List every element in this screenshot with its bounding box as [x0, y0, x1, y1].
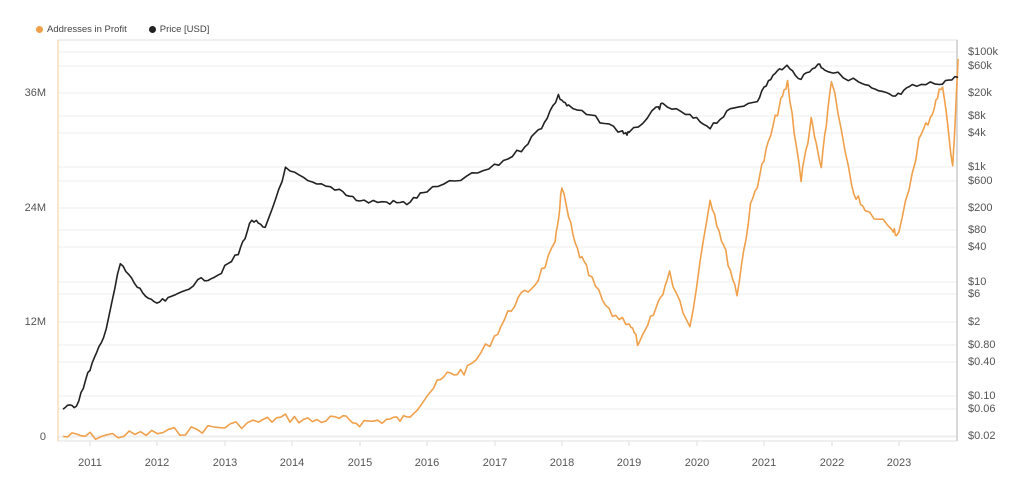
right-axis-label: $0.10 [968, 390, 996, 402]
legend-item-addresses-in-profit[interactable]: Addresses in Profit [36, 24, 127, 35]
right-axis-label: $2 [968, 316, 981, 328]
series-price-usd [62, 63, 959, 410]
x-axis-label: 2012 [144, 457, 170, 469]
x-axis-label: 2021 [751, 457, 777, 469]
left-axis-label: 36M [24, 87, 46, 99]
left-axis-label: 24M [24, 202, 46, 214]
right-axis-label: $1k [968, 161, 986, 173]
right-axis-label: $40 [968, 241, 987, 253]
x-axis-label: 2019 [616, 457, 642, 469]
legend-label: Addresses in Profit [47, 24, 127, 35]
right-axis-label: $80 [968, 224, 987, 236]
x-axis-label: 2011 [78, 457, 102, 469]
right-axis-label: $20k [968, 87, 992, 99]
x-axis-label: 2023 [886, 457, 912, 469]
right-axis-label: $600 [968, 175, 993, 187]
right-axis-label: $6 [968, 288, 981, 300]
left-axis-label: 0 [39, 431, 46, 443]
series-addresses-in-profit [62, 58, 959, 441]
right-axis-label: $100k [968, 46, 998, 58]
right-axis-label: $4k [968, 127, 986, 139]
right-axis-label: $0.06 [968, 403, 996, 415]
x-axis-label: 2017 [482, 457, 508, 469]
right-axis-label: $60k [968, 60, 992, 72]
x-axis-ticks [89, 441, 900, 446]
right-axis-label: $0.02 [968, 430, 996, 442]
right-axis-label: $8k [968, 110, 986, 122]
chart-legend: Addresses in Profit Price [USD] [36, 24, 209, 35]
right-axis-label: $10 [968, 276, 987, 288]
x-axis-label: 2020 [684, 457, 710, 469]
x-axis-label: 2015 [347, 457, 373, 469]
x-axis-label: 2018 [549, 457, 575, 469]
left-axis-label: 12M [24, 316, 46, 328]
right-axis-label: $200 [968, 202, 993, 214]
gridlines [58, 51, 957, 438]
x-axis-label: 2013 [212, 457, 238, 469]
right-axis-label: $0.40 [968, 356, 996, 368]
plot-border [57, 39, 958, 442]
orange-dot-icon [36, 26, 43, 33]
right-axis-label: $0.80 [968, 339, 996, 351]
legend-item-price-usd[interactable]: Price [USD] [148, 24, 210, 35]
x-axis-label: 2016 [414, 457, 440, 469]
legend-label: Price [USD] [159, 24, 210, 35]
x-axis-label: 2014 [279, 457, 305, 469]
x-axis-label: 2022 [819, 457, 845, 469]
black-dot-icon [148, 26, 156, 33]
